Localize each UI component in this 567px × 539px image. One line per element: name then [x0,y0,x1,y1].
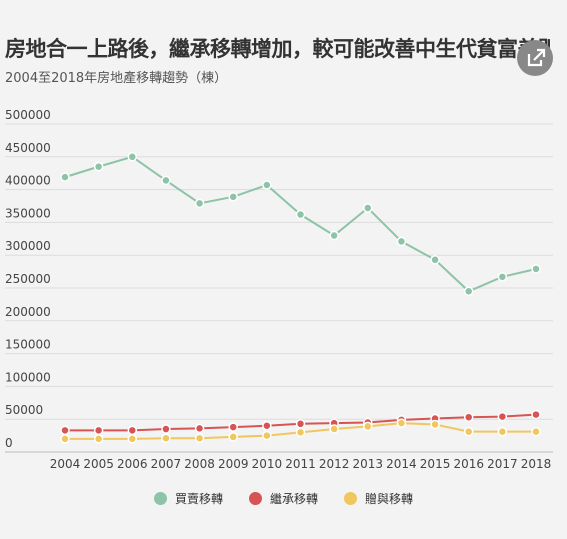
data-point[interactable] [295,419,306,429]
legend-label-1: 繼承移轉 [269,492,318,506]
data-point[interactable] [463,412,474,422]
series-lines [60,152,541,444]
data-point[interactable] [363,421,373,432]
data-point[interactable] [295,209,306,220]
data-point[interactable] [161,433,171,443]
y-tick-label: 400000 [5,174,51,188]
data-point[interactable] [228,192,238,202]
data-point[interactable] [194,433,205,443]
data-point[interactable] [463,426,474,437]
x-tick-label: 2009 [218,457,249,471]
data-point[interactable] [262,421,272,431]
x-tick-label: 2012 [319,457,350,471]
y-tick-label: 0 [5,436,13,450]
data-point[interactable] [228,422,238,432]
legend-item-2[interactable]: 贈與移轉 [344,490,413,507]
y-tick-label: 350000 [5,206,51,220]
legend: 買賣移轉 繼承移轉 贈與移轉 [0,490,567,507]
data-point[interactable] [463,286,474,297]
data-point[interactable] [93,425,104,436]
x-tick-label: 2010 [252,457,283,471]
grid-lines [5,123,553,453]
data-point[interactable] [396,236,407,247]
data-point[interactable] [60,172,70,182]
legend-marker-0 [153,492,167,505]
data-point[interactable] [531,426,541,437]
y-tick-label: 300000 [5,239,51,253]
data-point[interactable] [127,434,138,444]
legend-item-1[interactable]: 繼承移轉 [248,490,318,507]
chart-subtitle: 2004至2018年房地產移轉趨勢（棟） [5,71,228,86]
legend-label-2: 贈與移轉 [365,492,414,506]
x-tick-label: 2017 [487,457,518,471]
data-point[interactable] [430,419,440,430]
data-point[interactable] [228,432,238,442]
x-tick-label: 2006 [117,457,148,471]
legend-item-0[interactable]: 買賣移轉 [153,490,223,507]
data-point[interactable] [531,264,541,274]
data-point[interactable] [430,255,440,265]
data-point[interactable] [497,411,508,422]
x-tick-label: 2007 [151,457,182,471]
data-point[interactable] [60,425,70,436]
data-point[interactable] [363,203,373,213]
legend-marker-1 [248,492,262,505]
legend-marker-2 [344,492,357,505]
data-point[interactable] [396,418,407,428]
data-point[interactable] [329,230,339,241]
share-icon [527,48,546,67]
x-tick-label: 2013 [353,457,384,471]
x-tick-label: 2015 [420,457,451,471]
y-tick-label: 50000 [5,403,43,417]
x-tick-label: 2011 [285,457,316,471]
data-point[interactable] [329,424,339,434]
y-axis-ticks: 0 50000 100000 150000 200000 250000 300000 3500… [5,108,51,450]
line-chart: 0 50000 100000 150000 200000 250000 300000 3500… [5,108,553,471]
data-point[interactable] [262,180,272,190]
data-point[interactable] [194,198,205,209]
data-point[interactable] [295,427,306,438]
data-point[interactable] [161,424,171,434]
x-tick-label: 2008 [184,457,215,471]
y-tick-label: 150000 [5,338,51,352]
y-tick-label: 450000 [5,141,51,155]
y-tick-label: 100000 [5,370,51,384]
data-point[interactable] [531,409,541,420]
x-tick-label: 2014 [386,457,417,471]
series-line-0 [64,155,537,293]
x-tick-label: 2005 [83,457,114,471]
x-tick-label: 2016 [453,457,484,471]
data-point[interactable] [127,152,138,162]
y-tick-label: 500000 [5,108,51,122]
data-point[interactable] [161,175,171,186]
data-point[interactable] [93,434,104,444]
data-point[interactable] [60,434,70,444]
x-tick-label: 2004 [50,457,81,471]
data-point[interactable] [194,423,205,434]
share-button[interactable] [517,40,553,76]
legend-label-0: 買賣移轉 [174,492,223,506]
y-tick-label: 250000 [5,272,51,286]
chart-title: 房地合一上路後，繼承移轉增加，較可能改善中生代貧富差距 [5,37,550,61]
data-point[interactable] [497,272,508,282]
data-point[interactable] [262,430,272,441]
x-axis-ticks: 2004 2005 2006 2007 2008 2009 2010 2011 2012 2013… [50,457,552,471]
data-point[interactable] [497,426,508,437]
y-tick-label: 200000 [5,305,51,319]
data-point[interactable] [93,161,104,172]
x-tick-label: 2018 [521,457,552,471]
data-point[interactable] [127,425,138,436]
